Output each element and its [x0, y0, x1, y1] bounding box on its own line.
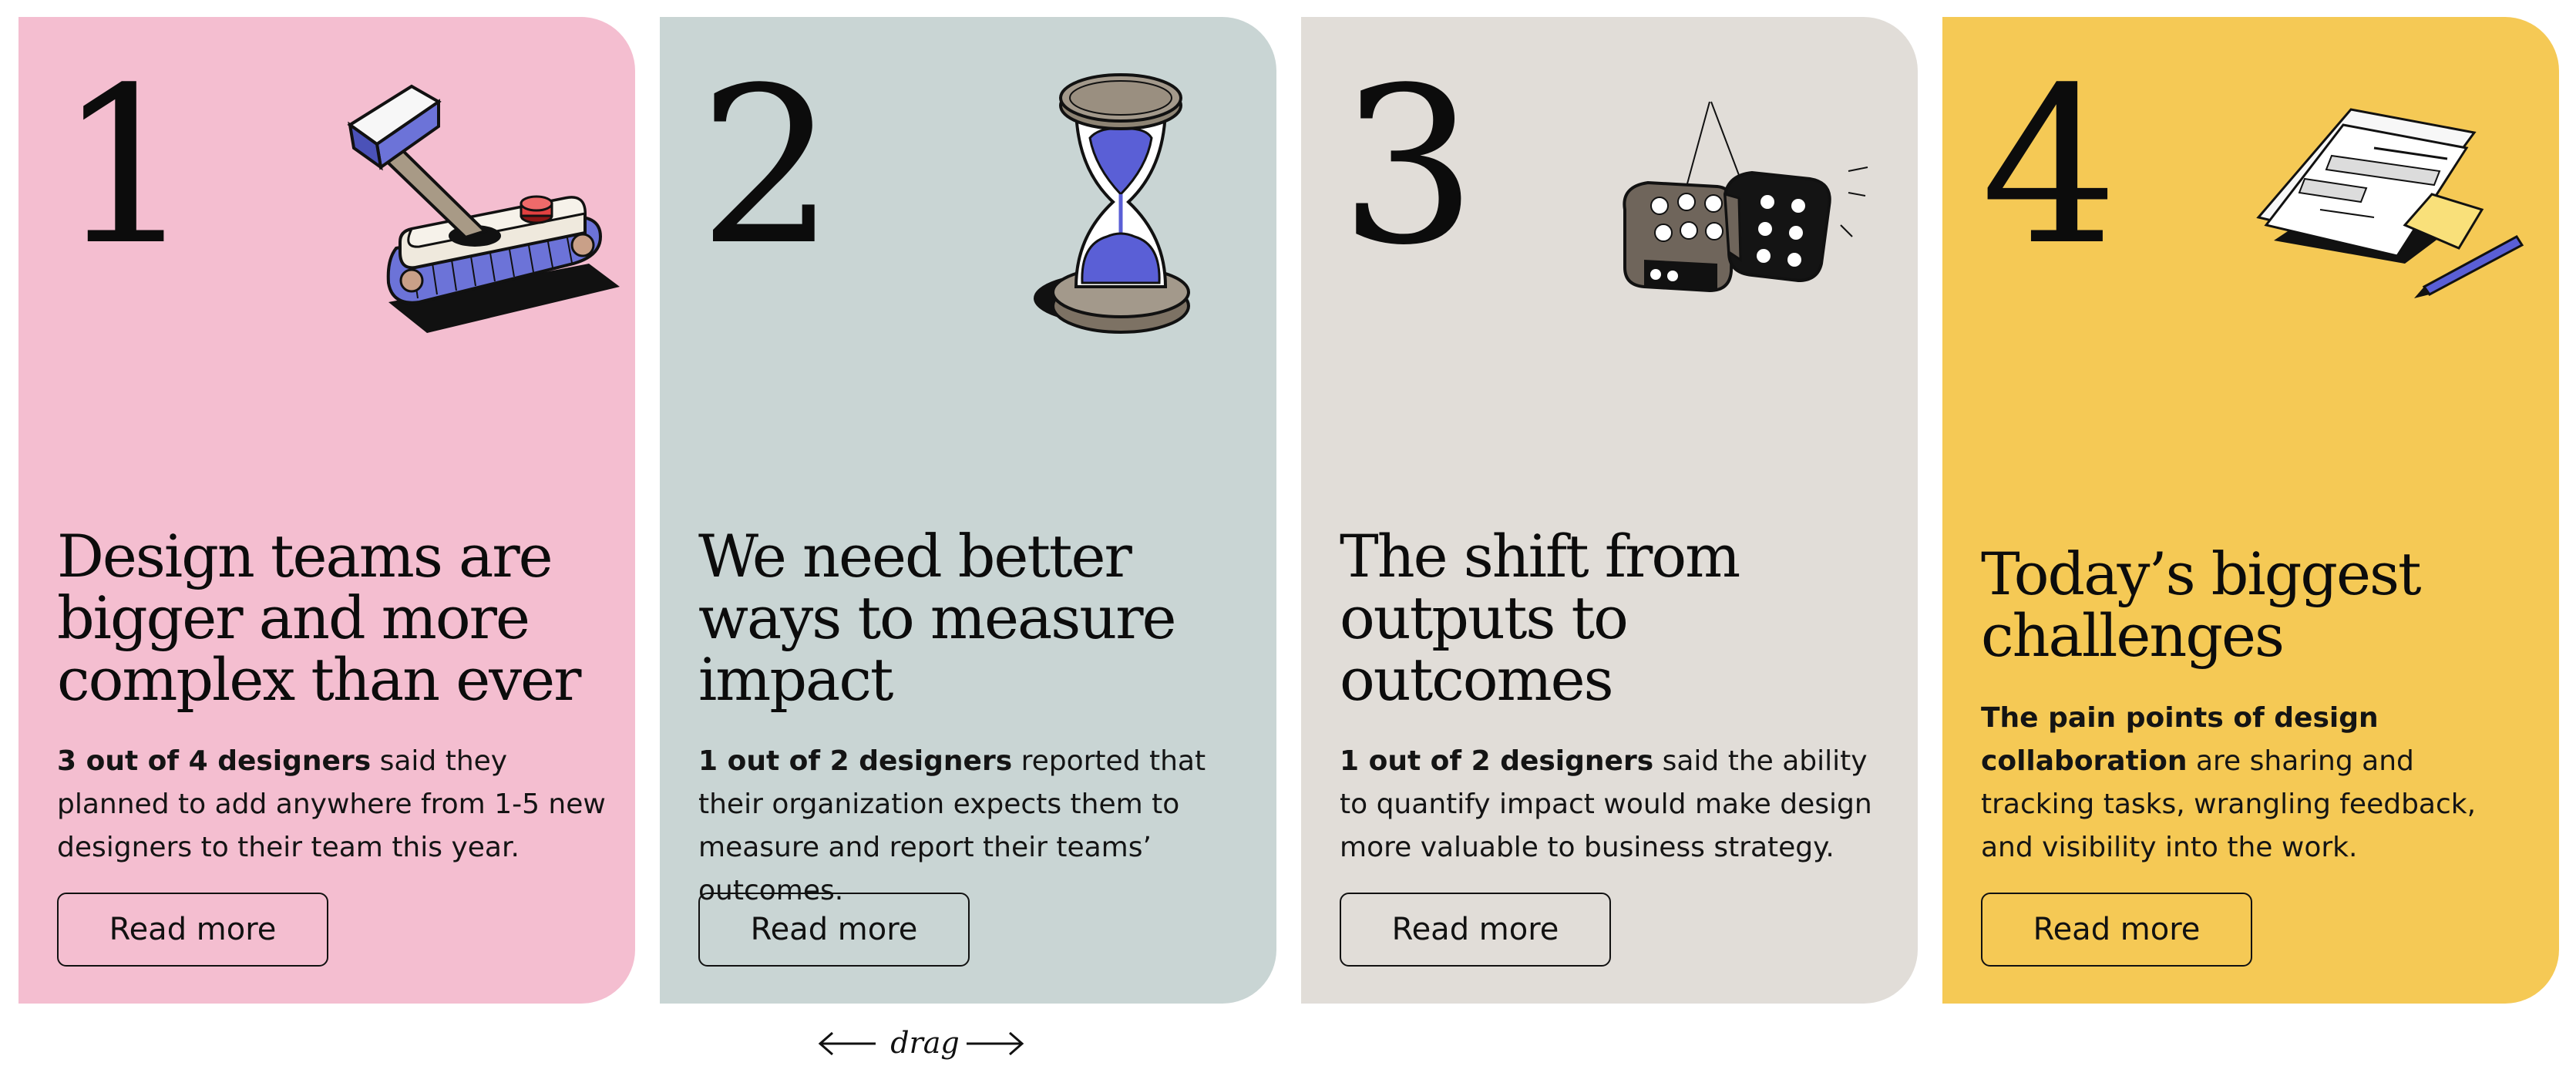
arrow-right-icon — [967, 1031, 1024, 1056]
card-description-text: said they planned to add anywhere from 1… — [57, 745, 606, 863]
card-description-highlight: The pain points of design collaboration — [1981, 702, 2379, 777]
stat-card-1: 1 — [18, 17, 635, 1004]
card-number: 4 — [1981, 42, 2118, 293]
stat-card-4: 4 Today’s biggest challenges The pain po… — [1942, 17, 2559, 1004]
drag-label: drag — [890, 1026, 960, 1060]
dice-illustration — [1623, 101, 1868, 293]
card-title: The shift from outputs to outcomes — [1340, 522, 1740, 714]
card-number: 2 — [698, 42, 836, 293]
card-title: We need better ways to measure impact — [698, 522, 1177, 714]
read-more-button[interactable]: Read more — [698, 893, 970, 967]
card-description-highlight: 3 out of 4 designers — [57, 745, 372, 777]
card-number: 1 — [57, 42, 194, 293]
read-more-button[interactable]: Read more — [1981, 893, 2252, 967]
card-description-text: are sharing and tracking tasks, wranglin… — [1981, 745, 2477, 863]
card-description-text: reported that their organization expects… — [698, 745, 1206, 906]
card-description-highlight: 1 out of 2 designers — [1340, 745, 1654, 777]
card-description: 3 out of 4 designers said they planned t… — [57, 740, 612, 869]
card-description-highlight: 1 out of 2 designers — [698, 745, 1013, 777]
joystick-illustration — [347, 84, 620, 333]
documents-illustration — [2256, 108, 2524, 298]
read-more-button[interactable]: Read more — [57, 893, 328, 967]
drag-hint: drag — [817, 1022, 1025, 1064]
card-description: 1 out of 2 designers said the ability to… — [1340, 740, 1895, 869]
arrow-left-icon — [818, 1031, 876, 1056]
card-number: 3 — [1340, 42, 1477, 293]
card-description: The pain points of design collaboration … — [1981, 697, 2536, 869]
card-title: Design teams are bigger and more complex… — [57, 522, 581, 714]
read-more-button[interactable]: Read more — [1340, 893, 1611, 967]
card-title: Today’s biggest challenges — [1981, 540, 2422, 670]
card-description-text: said the ability to quantify impact woul… — [1340, 745, 1872, 863]
stat-card-2: 2 We need better ways to measure impact … — [660, 17, 1276, 1004]
stat-card-3: 3 — [1301, 17, 1918, 1004]
card-description: 1 out of 2 designers reported that their… — [698, 740, 1253, 913]
hourglass-illustration — [1034, 73, 1190, 334]
